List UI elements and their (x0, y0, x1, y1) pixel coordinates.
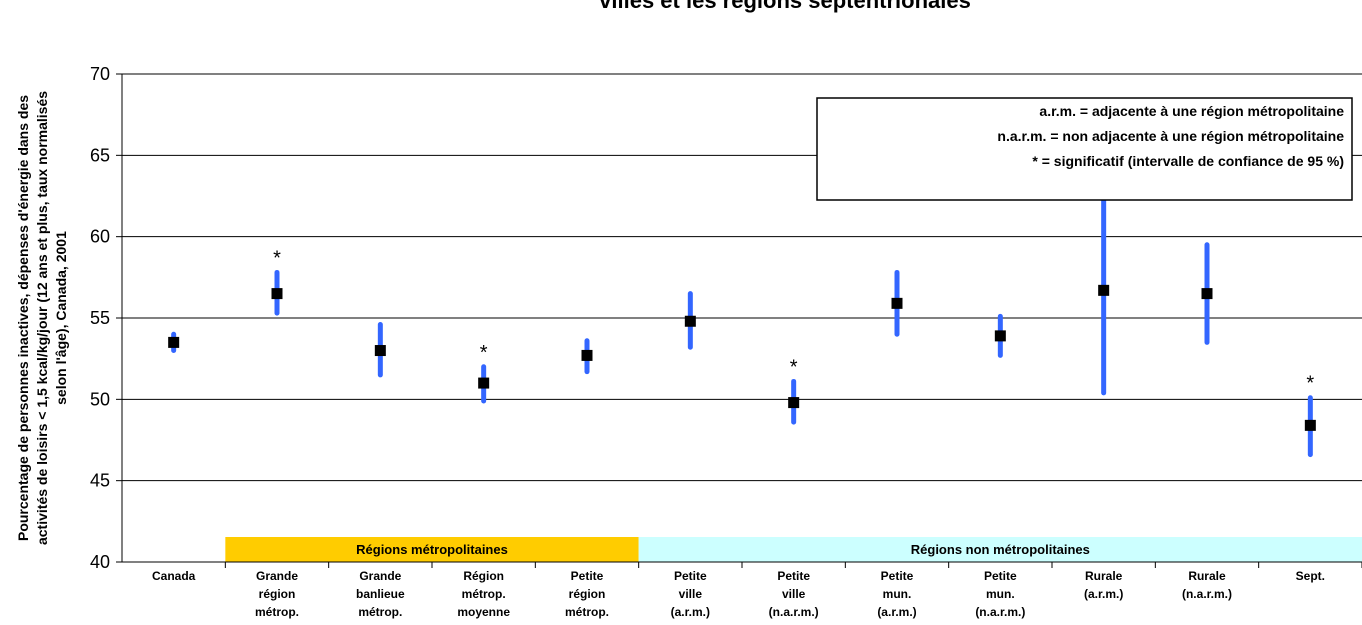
x-tick-label: Région métrop. moyenne (457, 569, 510, 619)
significance-marker: * (480, 342, 488, 364)
legend-box (816, 97, 1353, 201)
significance-marker: * (790, 356, 798, 378)
x-tick-label-line: Petite (674, 569, 707, 583)
x-tick-label: Petite mun. (a.r.m.) (877, 569, 916, 619)
x-tick-label: Grande banlieue métrop. (356, 569, 405, 619)
data-point (374, 345, 386, 357)
y-tick-label: 65 (90, 145, 110, 165)
x-tick-label-line: région (569, 587, 606, 601)
x-tick-label-line: Petite (984, 569, 1017, 583)
x-tick-label: Petite ville (a.r.m.) (671, 569, 710, 619)
x-tick-label-line: (n.a.r.m.) (1182, 587, 1232, 601)
y-axis-label: Pourcentage de personnes inactives, dépe… (15, 91, 69, 545)
chart-title: villes et les régions septentrionales (599, 0, 971, 13)
group-band-label: Régions métropolitaines (356, 542, 508, 557)
data-series: * * * * (168, 185, 1316, 458)
significance-marker: * (1306, 373, 1314, 395)
x-tick-label-line: métrop. (462, 587, 506, 601)
x-tick-label-line: (a.r.m.) (1084, 587, 1123, 601)
legend-line-significance: * = significatif (intervalle de confianc… (1032, 153, 1344, 169)
legend-line-arm: a.r.m. = adjacente à une région métropol… (1039, 103, 1344, 119)
y-axis-title-line: Pourcentage de personnes inactives, dépe… (15, 95, 31, 541)
group-band-label: Régions non métropolitaines (911, 542, 1090, 557)
legend: a.r.m. = adjacente à une région métropol… (816, 97, 1353, 201)
data-point (891, 297, 903, 309)
x-tick-label-line: (n.a.r.m.) (769, 605, 819, 619)
data-point (478, 377, 490, 389)
x-tick-label: Grande région métrop. (255, 569, 299, 619)
x-tick-label-line: Région (463, 569, 504, 583)
significance-marker: * (273, 247, 281, 269)
x-tick-label: Rurale (n.a.r.m.) (1182, 569, 1232, 601)
data-point (1201, 288, 1213, 300)
x-axis-labels: Canada Grande région métrop. Grande banlieue m… (152, 569, 1325, 619)
data-point (994, 330, 1006, 342)
x-tick-label-line: mun. (883, 587, 912, 601)
group-band (225, 537, 639, 562)
x-tick-label-line: métrop. (565, 605, 609, 619)
y-axis-ticks: 40 45 50 55 60 65 70 (90, 64, 122, 572)
x-tick-label-line: Grande (359, 569, 401, 583)
x-tick-label-line: métrop. (255, 605, 299, 619)
x-tick-label-line: Rurale (1085, 569, 1123, 583)
y-tick-label: 40 (90, 552, 110, 572)
x-tick-label: Sept. (1296, 569, 1325, 583)
y-axis-title-line: selon l'âge), Canada, 2001 (53, 231, 69, 405)
data-point (271, 288, 283, 300)
y-tick-label: 50 (90, 389, 110, 409)
x-tick-label-line: Petite (881, 569, 914, 583)
gridlines (122, 73, 1362, 482)
x-tick-label: Petite région métrop. (565, 569, 609, 619)
y-axis-title-line: activités de loisirs < 1,5 kcal/kg/jour … (34, 91, 50, 545)
x-tick-label-line: moyenne (457, 605, 510, 619)
x-tick-label-line: Petite (571, 569, 604, 583)
axes (121, 74, 1362, 568)
x-tick-label: Rurale (a.r.m.) (1084, 569, 1123, 601)
x-tick-label-line: métrop. (358, 605, 402, 619)
x-tick-label: Petite ville (n.a.r.m.) (769, 569, 819, 619)
data-point (1304, 419, 1316, 431)
data-point (684, 315, 696, 327)
x-tick-label-line: (a.r.m.) (671, 605, 710, 619)
x-tick-label-line: banlieue (356, 587, 405, 601)
data-point (168, 336, 180, 348)
data-point (581, 349, 593, 361)
data-point (1098, 284, 1110, 296)
data-point (788, 397, 800, 409)
y-tick-label: 55 (90, 308, 110, 328)
x-tick-label-line: Rurale (1188, 569, 1226, 583)
x-tick-label-line: Sept. (1296, 569, 1325, 583)
x-tick-label-line: (a.r.m.) (877, 605, 916, 619)
x-tick-label-line: ville (782, 587, 806, 601)
x-tick-label-line: région (259, 587, 296, 601)
x-tick-label-line: Grande (256, 569, 298, 583)
y-tick-label: 45 (90, 471, 110, 491)
x-tick-label-line: (n.a.r.m.) (975, 605, 1025, 619)
x-tick-label: Canada (152, 569, 196, 583)
y-tick-label: 70 (90, 64, 110, 84)
y-tick-label: 60 (90, 227, 110, 247)
legend-line-narm: n.a.r.m. = non adjacente à une région mé… (997, 128, 1344, 144)
y-axis-title: Pourcentage de personnes inactives, dépe… (15, 91, 69, 545)
x-tick-label-line: mun. (986, 587, 1015, 601)
group-bands: Régions métropolitaines Régions non métro… (225, 537, 1362, 562)
x-tick-label-line: Petite (777, 569, 810, 583)
x-tick-label-line: ville (679, 587, 703, 601)
x-tick-label-line: Canada (152, 569, 196, 583)
group-band (638, 537, 1362, 562)
x-tick-label: Petite mun. (n.a.r.m.) (975, 569, 1025, 619)
